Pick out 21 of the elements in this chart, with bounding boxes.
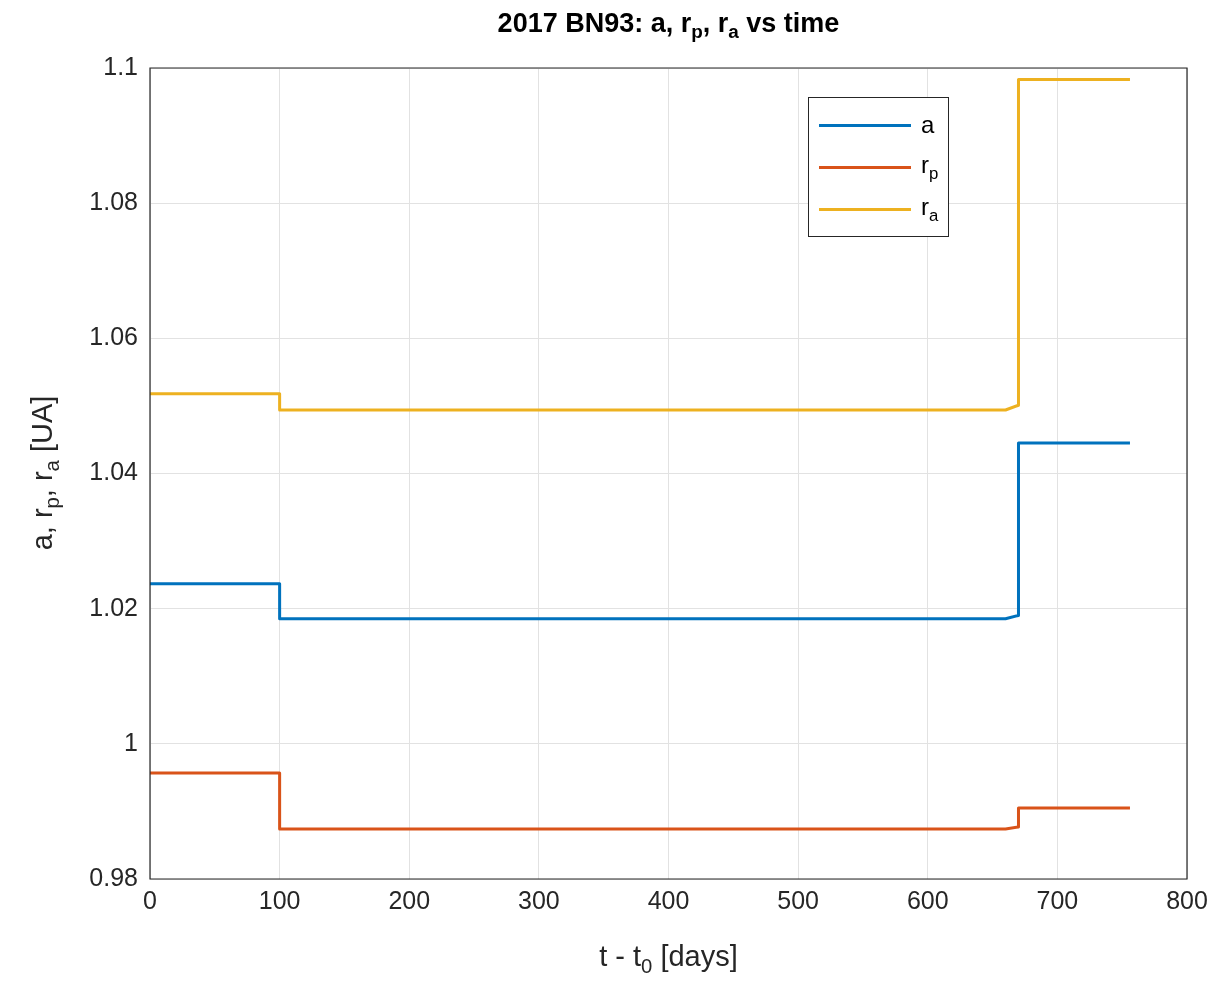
x-tick-label: 600 [906,885,949,914]
y-tick-label: 1.04 [89,457,139,486]
x-tick-label: 700 [1036,885,1079,914]
y-tick-label: 1.02 [89,592,138,621]
y-tick-label: 1.06 [89,322,138,351]
chart-title: 2017 BN93: a, r$_{p}$, r$_{a}$ vs time [496,8,841,44]
y-tick-label: 1.1 [103,51,138,80]
legend-label: a [921,111,935,139]
x-axis-title: t - t$_{0}$ [days] [598,940,739,978]
x-tick-label: 500 [777,885,819,914]
x-tick-label: 0 [143,885,157,914]
x-tick-label: 300 [518,885,560,914]
y-tick-label: 1.08 [89,187,138,216]
legend-label: r$_{p}$ [921,150,939,184]
x-tick-label: 100 [258,885,301,914]
y-tick-label: 1 [124,727,138,756]
legend-label: r$_{a}$ [921,192,939,226]
y-tick-label: 0.98 [89,862,138,891]
x-tick-label: 400 [647,885,690,914]
x-tick-label: 800 [1166,885,1208,914]
x-tick-label: 200 [388,885,431,914]
